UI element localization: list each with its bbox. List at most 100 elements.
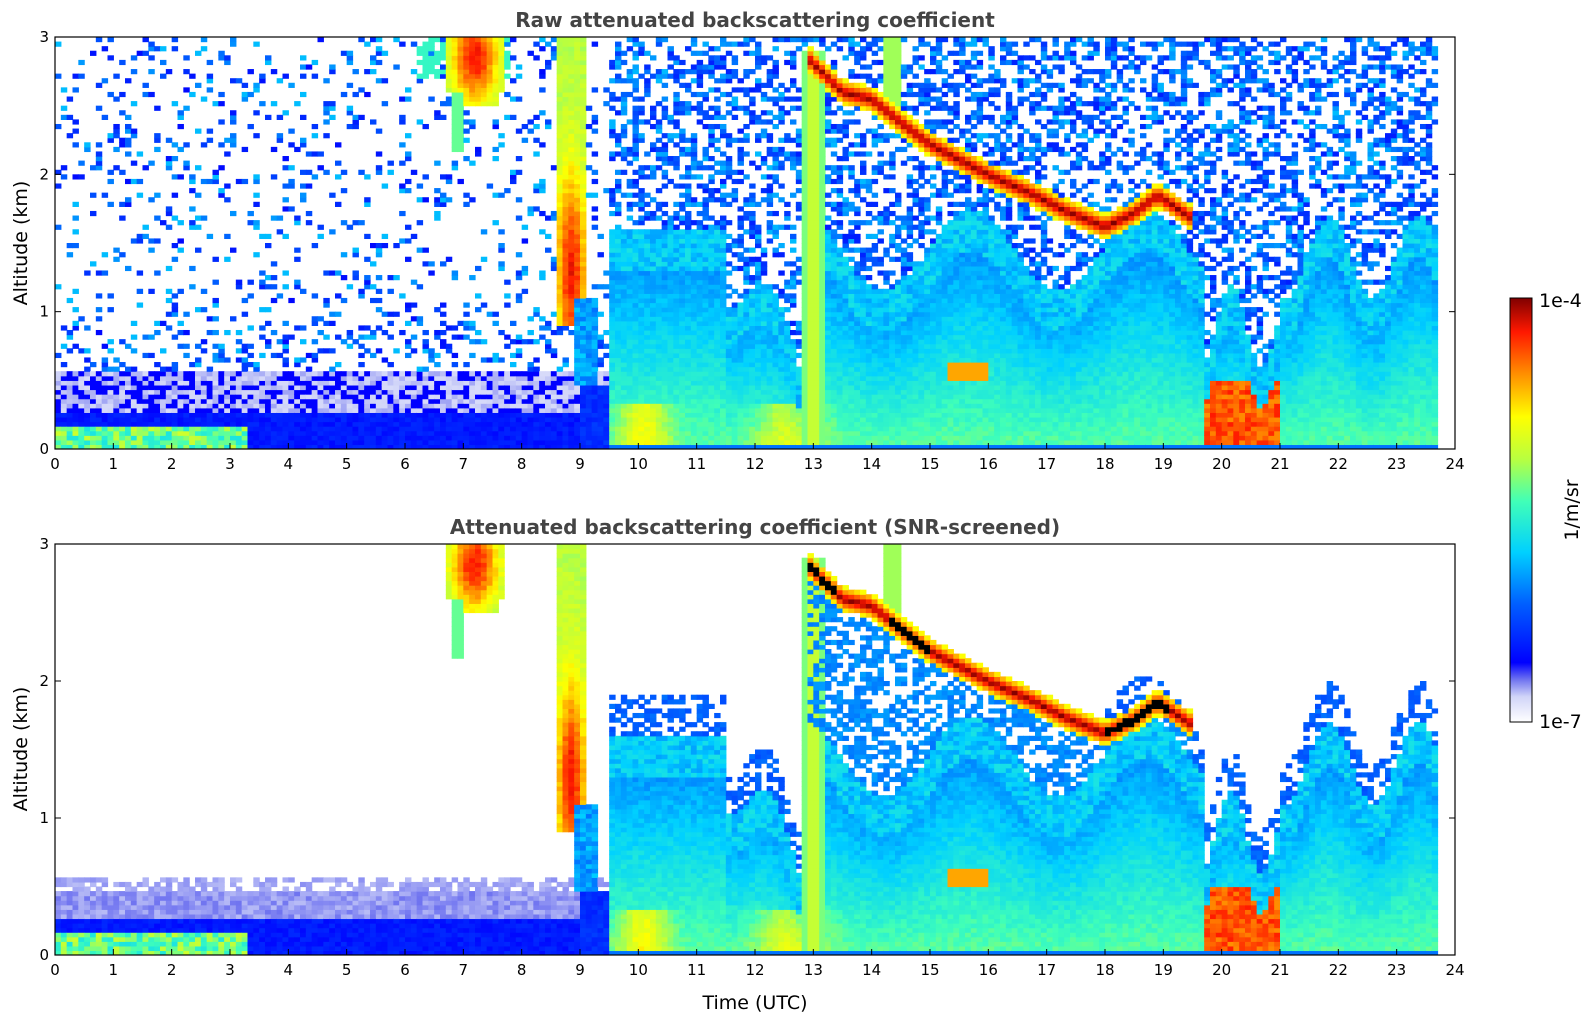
heatmap-cell <box>632 380 639 386</box>
heatmap-cell <box>480 416 488 423</box>
heatmap-cell <box>638 243 645 249</box>
heatmap-cell <box>358 87 365 93</box>
heatmap-cell <box>195 430 202 436</box>
heatmap-cell <box>177 320 184 326</box>
heatmap-cell <box>638 119 645 125</box>
heatmap-cell <box>743 197 750 203</box>
heatmap-cell <box>405 224 412 230</box>
heatmap-cell <box>556 416 564 423</box>
heatmap-cell <box>434 435 441 441</box>
heatmap-cell <box>568 293 575 299</box>
heatmap-cell <box>743 137 750 143</box>
heatmap-cell <box>195 394 202 400</box>
heatmap-cell <box>66 334 74 340</box>
heatmap-cell <box>685 146 692 153</box>
heatmap-cell <box>661 256 669 262</box>
heatmap-cell <box>679 128 686 134</box>
heatmap-cell <box>422 123 429 130</box>
heatmap-cell <box>107 375 114 381</box>
heatmap-cell <box>498 64 505 70</box>
heatmap-cell <box>352 403 359 409</box>
heatmap-cell <box>510 435 517 441</box>
heatmap-cell <box>189 426 196 432</box>
heatmap-cell <box>451 407 459 413</box>
heatmap-cell <box>632 123 639 130</box>
heatmap-cell <box>533 206 540 212</box>
heatmap-cell <box>405 444 412 449</box>
heatmap-cell <box>609 407 616 413</box>
heatmap-cell <box>352 275 359 281</box>
heatmap-cell <box>72 215 79 221</box>
heatmap-cell <box>766 311 774 317</box>
heatmap-cell <box>609 343 616 349</box>
heatmap-cell <box>644 398 651 404</box>
heatmap-cell <box>90 371 97 377</box>
heatmap-cell <box>585 348 593 354</box>
heatmap-cell <box>591 366 599 372</box>
heatmap-cell <box>165 325 173 331</box>
heatmap-cell <box>282 412 289 418</box>
heatmap-cell <box>737 430 744 436</box>
heatmap-cell <box>445 55 453 61</box>
heatmap-cell <box>375 247 383 253</box>
heatmap-cell <box>597 430 604 436</box>
heatmap-cell <box>125 430 132 436</box>
heatmap-cell <box>486 41 494 47</box>
heatmap-cell <box>615 311 622 317</box>
heatmap-cell <box>78 375 85 381</box>
heatmap-cell <box>650 270 657 276</box>
heatmap-cell <box>673 201 680 207</box>
heatmap-cell <box>370 243 377 249</box>
heatmap-cell <box>620 343 628 349</box>
heatmap-cell <box>626 352 634 359</box>
heatmap-cell <box>463 101 470 107</box>
heatmap-cell <box>696 307 704 313</box>
heatmap-cell <box>346 105 354 111</box>
heatmap-cell <box>749 426 756 432</box>
heatmap-cell <box>743 133 750 139</box>
heatmap-cell <box>300 403 307 409</box>
heatmap-cell <box>574 243 581 249</box>
heatmap-cell <box>603 371 610 377</box>
heatmap-cell <box>434 188 441 194</box>
heatmap-cell <box>434 444 441 449</box>
heatmap-cell <box>469 55 476 61</box>
heatmap-cell <box>364 279 371 285</box>
heatmap-cell <box>743 50 750 56</box>
heatmap-cell <box>171 421 179 427</box>
heatmap-cell <box>632 421 639 427</box>
heatmap-cell <box>533 398 540 404</box>
heatmap-cell <box>655 430 663 436</box>
heatmap-cell <box>667 366 674 372</box>
heatmap-cell <box>195 224 202 230</box>
heatmap-cell <box>615 64 622 70</box>
heatmap-cell <box>440 439 447 446</box>
heatmap-cell <box>679 348 686 354</box>
heatmap-cell <box>440 201 447 207</box>
heatmap-cell <box>755 366 762 372</box>
heatmap-cell <box>463 201 470 207</box>
heatmap-cell <box>749 275 756 281</box>
heatmap-cell <box>679 362 686 368</box>
heatmap-cell <box>113 366 120 372</box>
heatmap-cell <box>661 105 669 111</box>
heatmap-cell <box>708 174 715 180</box>
heatmap-cell <box>737 384 744 391</box>
heatmap-cell <box>189 403 196 409</box>
heatmap-cell <box>708 137 715 143</box>
heatmap-cell <box>311 375 319 381</box>
heatmap-cell <box>760 375 768 381</box>
heatmap-cell <box>615 435 622 441</box>
heatmap-cell <box>148 46 155 52</box>
heatmap-cell <box>177 375 184 381</box>
heatmap-cell <box>626 371 634 377</box>
heatmap-cell <box>95 142 103 148</box>
heatmap-cell <box>725 334 733 340</box>
heatmap-cell <box>352 430 359 436</box>
heatmap-cell <box>580 348 587 354</box>
heatmap-cell <box>171 156 179 162</box>
heatmap-cell <box>323 371 330 377</box>
heatmap-cell <box>545 119 552 125</box>
heatmap-cell <box>492 64 499 70</box>
heatmap-cell <box>568 197 575 203</box>
